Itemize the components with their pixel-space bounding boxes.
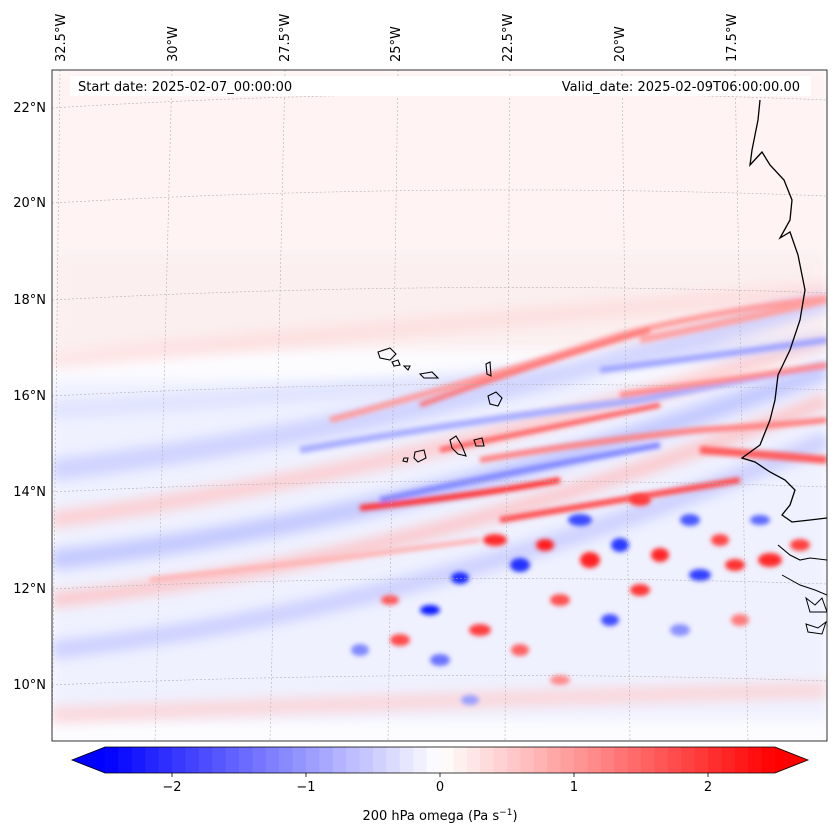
lon-label-25w: 25°W [389, 26, 404, 62]
colorbar-cell [695, 747, 709, 773]
colorbar-cell [239, 747, 253, 773]
colorbar-cell [400, 747, 414, 773]
colorbar-cell [105, 747, 119, 773]
colorbar-extend-max [775, 747, 808, 773]
colorbar-cell [520, 747, 534, 773]
start-date-label: Start date: 2025-02-07_00:00:00 [78, 80, 292, 95]
lat-label-20n: 20°N [13, 196, 46, 211]
colorbar-cell [159, 747, 173, 773]
colorbar-cells [105, 747, 775, 773]
colorbar-cell [373, 747, 387, 773]
colorbar-tick-label: 0 [436, 780, 444, 795]
lat-label-18n: 18°N [13, 293, 46, 308]
colorbar-cell [534, 747, 548, 773]
colorbar-cell [467, 747, 481, 773]
colorbar-cell [494, 747, 508, 773]
colorbar-cell [386, 747, 400, 773]
colorbar-cell [333, 747, 347, 773]
colorbar-cell [279, 747, 293, 773]
colorbar-cell [681, 747, 695, 773]
colorbar-cell [748, 747, 762, 773]
colorbar-cell [132, 747, 146, 773]
colorbar-cell [668, 747, 682, 773]
valid-date-label: Valid_date: 2025-02-09T06:00:00.00 [562, 80, 800, 95]
map-panel: Start date: 2025-02-07_00:00:00 Valid_da… [52, 70, 827, 741]
longitude-labels: 32.5°W 30°W 27.5°W 25°W 22.5°W 20°W 17.5… [54, 14, 740, 62]
colorbar-cell [574, 747, 588, 773]
colorbar-cell [252, 747, 266, 773]
colorbar-cell [346, 747, 360, 773]
colorbar-ticks: −2 −1 0 1 2 [162, 773, 712, 795]
lon-label-17-5w: 17.5°W [725, 14, 740, 62]
lon-label-30w: 30°W [166, 26, 181, 62]
colorbar-cell [185, 747, 199, 773]
lat-label-16n: 16°N [13, 389, 46, 404]
colorbar-cell [145, 747, 159, 773]
colorbar-tick-label: −2 [162, 780, 181, 795]
colorbar-label-close: ) [512, 809, 517, 824]
lat-label-14n: 14°N [13, 485, 46, 500]
colorbar-cell [721, 747, 735, 773]
colorbar-cell [172, 747, 186, 773]
colorbar-extend-min [72, 747, 105, 773]
colorbar-cell [507, 747, 521, 773]
colorbar-cell [561, 747, 575, 773]
colorbar-cell [413, 747, 427, 773]
colorbar-cell [587, 747, 601, 773]
colorbar-label-superscript: −1 [499, 808, 512, 818]
colorbar-cell [735, 747, 749, 773]
colorbar-cell [319, 747, 333, 773]
colorbar-label-text: 200 hPa omega (Pa s [362, 809, 499, 824]
colorbar-cell [762, 747, 776, 773]
colorbar-cell [641, 747, 655, 773]
colorbar-cell [480, 747, 494, 773]
colorbar-cell [427, 747, 441, 773]
colorbar-tick-label: −1 [296, 780, 315, 795]
colorbar-label: 200 hPa omega (Pa s−1) [362, 808, 517, 824]
colorbar-cell [547, 747, 561, 773]
colorbar-tick-label: 1 [570, 780, 578, 795]
omega-map-figure: Start date: 2025-02-07_00:00:00 Valid_da… [0, 0, 837, 839]
lat-label-22n: 22°N [13, 101, 46, 116]
colorbar-cell [628, 747, 642, 773]
colorbar-cell [601, 747, 615, 773]
colorbar-cell [440, 747, 454, 773]
colorbar-cell [614, 747, 628, 773]
lat-label-10n: 10°N [13, 678, 46, 693]
colorbar-tick-label: 2 [704, 780, 712, 795]
lon-label-22-5w: 22.5°W [501, 14, 516, 62]
colorbar-cell [212, 747, 226, 773]
lat-label-12n: 12°N [13, 582, 46, 597]
colorbar: −2 −1 0 1 2 200 hPa omega (Pa s−1) [72, 747, 808, 824]
colorbar-cell [226, 747, 240, 773]
colorbar-cell [453, 747, 467, 773]
colorbar-cell [199, 747, 213, 773]
colorbar-cell [293, 747, 307, 773]
lon-label-20w: 20°W [613, 26, 628, 62]
lon-label-27-5w: 27.5°W [278, 14, 293, 62]
latitude-labels: 22°N 20°N 18°N 16°N 14°N 12°N 10°N [13, 101, 46, 693]
colorbar-cell [118, 747, 132, 773]
colorbar-cell [654, 747, 668, 773]
colorbar-cell [360, 747, 374, 773]
omega-field [52, 70, 827, 741]
colorbar-cell [266, 747, 280, 773]
colorbar-cell [306, 747, 320, 773]
lon-label-32-5w: 32.5°W [54, 14, 69, 62]
colorbar-cell [708, 747, 722, 773]
